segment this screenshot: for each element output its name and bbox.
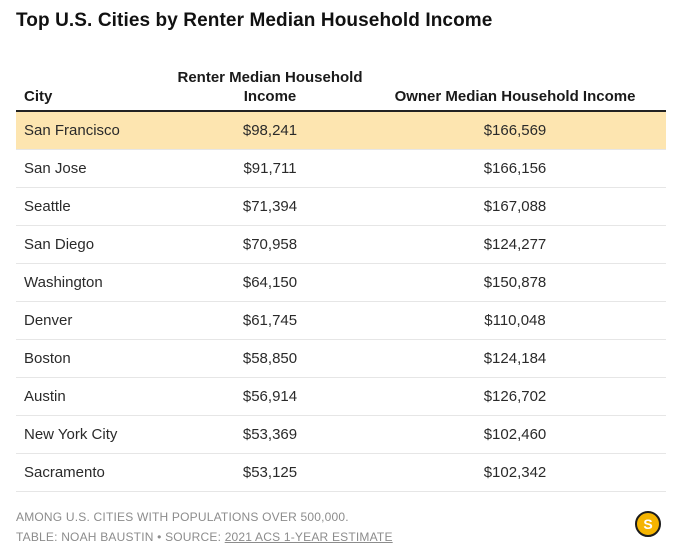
cell-city: Sacramento [16, 453, 176, 492]
cell-city: Seattle [16, 187, 176, 226]
cell-city: San Jose [16, 149, 176, 188]
column-header-city: City [16, 60, 176, 112]
cell-renter-income: $91,711 [176, 149, 364, 188]
cell-renter-income: $56,914 [176, 377, 364, 416]
table-row: San Jose $91,711 $166,156 [16, 149, 666, 188]
credit-line: TABLE: NOAH BAUSTIN • SOURCE: 2021 ACS 1… [16, 530, 393, 544]
column-header-owner-income: Owner Median Household Income [364, 60, 666, 112]
cell-owner-income: $124,277 [364, 225, 666, 264]
cell-city: Boston [16, 339, 176, 378]
cell-renter-income: $71,394 [176, 187, 364, 226]
table-header-row: City Renter Median Household Income Owne… [16, 60, 666, 112]
cell-renter-income: $64,150 [176, 263, 364, 302]
cell-owner-income: $166,569 [364, 111, 666, 150]
cell-renter-income: $53,125 [176, 453, 364, 492]
table-body: San Francisco $98,241 $166,569 San Jose $91,… [16, 111, 666, 492]
cell-owner-income: $167,088 [364, 187, 666, 226]
cell-city: New York City [16, 415, 176, 454]
cell-renter-income: $61,745 [176, 301, 364, 340]
footnote: AMONG U.S. CITIES WITH POPULATIONS OVER … [16, 510, 349, 524]
cell-renter-income: $70,958 [176, 225, 364, 264]
cell-renter-income: $53,369 [176, 415, 364, 454]
table-row: New York City $53,369 $102,460 [16, 415, 666, 454]
table-row: Seattle $71,394 $167,088 [16, 187, 666, 226]
credit-text: TABLE: NOAH BAUSTIN • SOURCE: [16, 530, 225, 544]
cell-renter-income: $58,850 [176, 339, 364, 378]
column-header-renter-income: Renter Median Household Income [176, 60, 364, 112]
cell-city: Washington [16, 263, 176, 302]
table-row: Sacramento $53,125 $102,342 [16, 453, 666, 492]
cell-renter-income: $98,241 [176, 111, 364, 150]
table-row: Washington $64,150 $150,878 [16, 263, 666, 302]
table-row: Austin $56,914 $126,702 [16, 377, 666, 416]
cell-city: San Diego [16, 225, 176, 264]
source-link[interactable]: 2021 ACS 1-YEAR ESTIMATE [224, 530, 393, 544]
table-row: San Diego $70,958 $124,277 [16, 225, 666, 264]
cell-owner-income: $102,460 [364, 415, 666, 454]
brand-logo-icon[interactable]: S [635, 511, 661, 537]
table-row: Boston $58,850 $124,184 [16, 339, 666, 378]
income-table: City Renter Median Household Income Owne… [16, 60, 666, 492]
chart-title: Top U.S. Cities by Renter Median Househo… [16, 10, 493, 31]
cell-city: Austin [16, 377, 176, 416]
cell-city: Denver [16, 301, 176, 340]
cell-city: San Francisco [16, 111, 176, 150]
cell-owner-income: $124,184 [364, 339, 666, 378]
cell-owner-income: $166,156 [364, 149, 666, 188]
cell-owner-income: $110,048 [364, 301, 666, 340]
cell-owner-income: $102,342 [364, 453, 666, 492]
cell-owner-income: $126,702 [364, 377, 666, 416]
cell-owner-income: $150,878 [364, 263, 666, 302]
table-row: Denver $61,745 $110,048 [16, 301, 666, 340]
table-row: San Francisco $98,241 $166,569 [16, 111, 666, 150]
